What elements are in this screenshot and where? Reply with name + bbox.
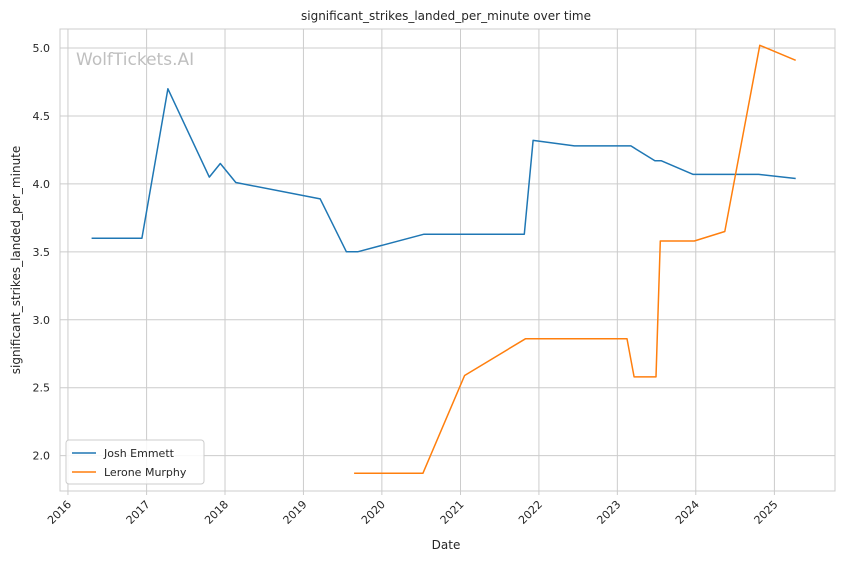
- series-lines: [91, 44, 796, 475]
- y-tick-label: 3.5: [33, 246, 51, 259]
- chart-title: significant_strikes_landed_per_minute ov…: [301, 9, 591, 23]
- y-tick-label: 4.5: [33, 110, 51, 123]
- y-tick-label: 5.0: [33, 42, 51, 55]
- watermark: WolfTickets.AI: [76, 50, 194, 70]
- y-tick-label: 3.0: [33, 314, 51, 327]
- legend-label-josh-emmett: Josh Emmett: [103, 447, 175, 460]
- grid: [60, 29, 835, 491]
- series-line-josh-emmett: [91, 88, 796, 253]
- y-tick-label: 2.5: [33, 382, 51, 395]
- y-tick-label: 4.0: [33, 178, 51, 191]
- x-axis-label: Date: [432, 538, 461, 552]
- plot-area: [59, 28, 836, 492]
- y-axis-ticks: 2.0 2.5 3.0 3.5 4.0 4.5 5.0: [33, 42, 51, 463]
- legend-label-lerone-murphy: Lerone Murphy: [104, 466, 187, 479]
- y-axis-label: significant_strikes_landed_per_minute: [9, 146, 23, 375]
- legend: Josh Emmett Lerone Murphy: [65, 439, 205, 485]
- y-tick-label: 2.0: [33, 450, 51, 463]
- legend-box: [65, 439, 205, 485]
- series-line-lerone-murphy: [354, 44, 796, 475]
